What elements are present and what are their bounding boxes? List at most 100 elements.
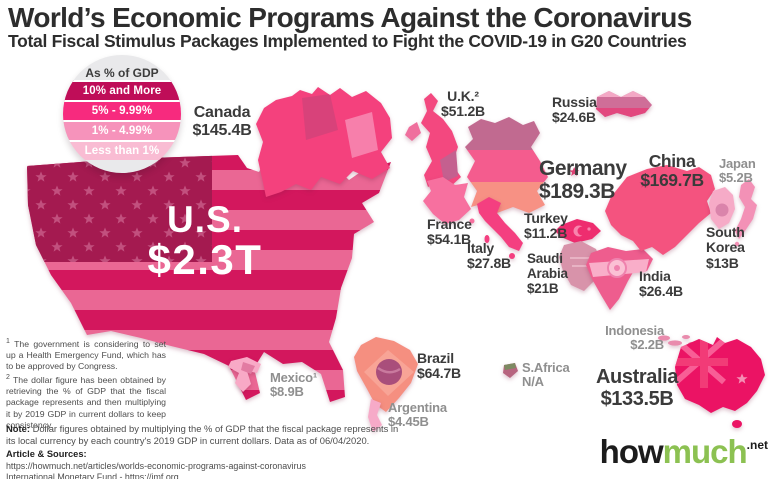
source-line-imf: International Monetary Fund - https://im…	[6, 471, 179, 479]
country-value: $169.7B	[640, 170, 704, 191]
country-name: Mexico¹	[270, 370, 318, 385]
india-shape	[586, 247, 653, 310]
germany-shape	[465, 117, 548, 213]
uk-shape	[405, 93, 461, 188]
country-name: Canada	[193, 104, 251, 121]
logo-much: much	[662, 433, 748, 470]
country-value: $2.3T	[147, 235, 263, 283]
footnote-text: The dollar figure has been obtained by r…	[6, 375, 166, 430]
legend: As % of GDP 10% and More 5% - 9.99% 1% -…	[63, 55, 181, 173]
south-africa-shape	[503, 363, 518, 378]
country-value: $145.4B	[192, 121, 252, 139]
country-name: India	[639, 268, 671, 284]
italy-label: Italy $27.8B	[467, 240, 511, 272]
country-value: $64.7B	[417, 365, 461, 382]
india-label: India $26.4B	[639, 268, 683, 300]
brazil-label: Brazil $64.7B	[417, 350, 461, 382]
uk-label: U.K.² $51.2B	[436, 88, 490, 120]
country-value: $24.6B	[552, 109, 596, 126]
turkey-label: Turkey $11.2B	[524, 210, 568, 242]
howmuch-logo: howmuch.net	[600, 433, 768, 471]
brazil-shape	[354, 337, 418, 412]
country-name: Russia	[552, 94, 597, 110]
france-label: France $54.1B	[427, 216, 472, 248]
country-name: South Korea	[706, 224, 745, 256]
sources: Article & Sources: https://howmuch.net/a…	[6, 449, 426, 479]
saudi-arabia-label: Saudi Arabia $21B	[527, 251, 575, 297]
turkey-shape	[555, 219, 601, 243]
country-value: $4.45B	[388, 414, 429, 430]
country-name: U.S.	[167, 199, 243, 240]
mexico-label: Mexico¹ $8.9B	[270, 370, 318, 400]
russia-shape	[596, 91, 652, 117]
country-value: $13B	[706, 254, 739, 271]
footnote-2: 2 The dollar figure has been obtained by…	[6, 374, 166, 431]
country-name: Germany	[539, 157, 627, 180]
japan-label: Japan $5.2B	[719, 156, 756, 186]
country-name: S.Africa	[522, 360, 570, 375]
country-name: Indonesia	[605, 323, 664, 338]
country-value: $133.5B	[600, 388, 674, 410]
country-value: $8.9B	[270, 384, 304, 400]
china-label: China $169.7B	[627, 151, 717, 191]
footnote-marker: 2	[6, 374, 10, 382]
footnote-text: The government is considering to set up …	[6, 338, 166, 372]
country-name: Italy	[467, 240, 495, 256]
sources-header: Article & Sources:	[6, 449, 87, 459]
country-name: Japan	[719, 156, 756, 171]
us-label: U.S. $2.3T	[115, 201, 295, 282]
country-name: France	[427, 216, 472, 232]
indonesia-label: Indonesia $2.2B	[598, 323, 664, 353]
argentina-shape	[368, 399, 382, 432]
note: Note: Dollar figures obtained by multipl…	[6, 423, 402, 447]
country-value: $54.1B	[427, 231, 471, 248]
canada-label: Canada $145.4B	[176, 104, 268, 139]
page-subtitle: Total Fiscal Stimulus Packages Implement…	[8, 31, 687, 51]
footnotes: 1 The government is considering to set u…	[6, 338, 166, 433]
country-name: Australia	[596, 366, 678, 388]
country-name: Brazil	[417, 350, 454, 366]
australia-shape	[675, 337, 765, 428]
japan-shape	[734, 179, 757, 247]
italy-shape	[477, 197, 523, 259]
china-shape	[569, 165, 715, 255]
country-value: $189.3B	[539, 180, 615, 204]
country-name: China	[648, 151, 696, 171]
legend-band-1-5: 1% - 4.99%	[63, 120, 181, 140]
country-value: $51.2B	[441, 103, 485, 120]
legend-band-under-1: Less than 1%	[63, 140, 181, 160]
south-korea-label: South Korea $13B	[706, 224, 752, 271]
logo-how: how	[599, 433, 664, 470]
south-korea-shape	[709, 187, 735, 229]
canada-shape	[256, 87, 392, 197]
country-value: $2.2B	[630, 337, 664, 353]
country-value: $27.8B	[467, 255, 511, 272]
country-value: $21B	[527, 280, 559, 296]
source-line-article: https://howmuch.net/articles/worlds-econ…	[6, 460, 306, 471]
south-africa-label: S.Africa N/A	[522, 360, 570, 390]
country-name: Saudi Arabia	[527, 251, 568, 281]
mexico-shape	[228, 357, 261, 392]
country-value: N/A	[522, 374, 544, 390]
country-value: $11.2B	[524, 225, 568, 242]
footnote-marker: 1	[6, 338, 10, 345]
legend-title: As % of GDP	[85, 66, 159, 80]
country-name: Turkey	[524, 210, 568, 226]
germany-label: Germany $189.3B	[539, 157, 627, 203]
page-title: World’s Economic Programs Against the Co…	[8, 2, 692, 33]
logo-net: .net	[746, 438, 768, 452]
argentina-label: Argentina $4.45B	[388, 400, 447, 430]
country-value: $26.4B	[639, 283, 683, 300]
france-shape	[423, 177, 475, 224]
country-name: Argentina	[388, 400, 447, 415]
legend-band-10-plus: 10% and More	[63, 80, 181, 100]
note-label: Note:	[6, 423, 30, 434]
country-value: $5.2B	[719, 170, 753, 186]
australia-label: Australia $133.5B	[588, 366, 686, 410]
note-text: Dollar figures obtained by multiplying t…	[6, 423, 399, 447]
legend-band-5-10: 5% - 9.99%	[63, 100, 181, 120]
footnote-1: 1 The government is considering to set u…	[6, 338, 166, 372]
country-name: U.K.²	[447, 88, 479, 104]
russia-label: Russia $24.6B	[552, 94, 597, 126]
